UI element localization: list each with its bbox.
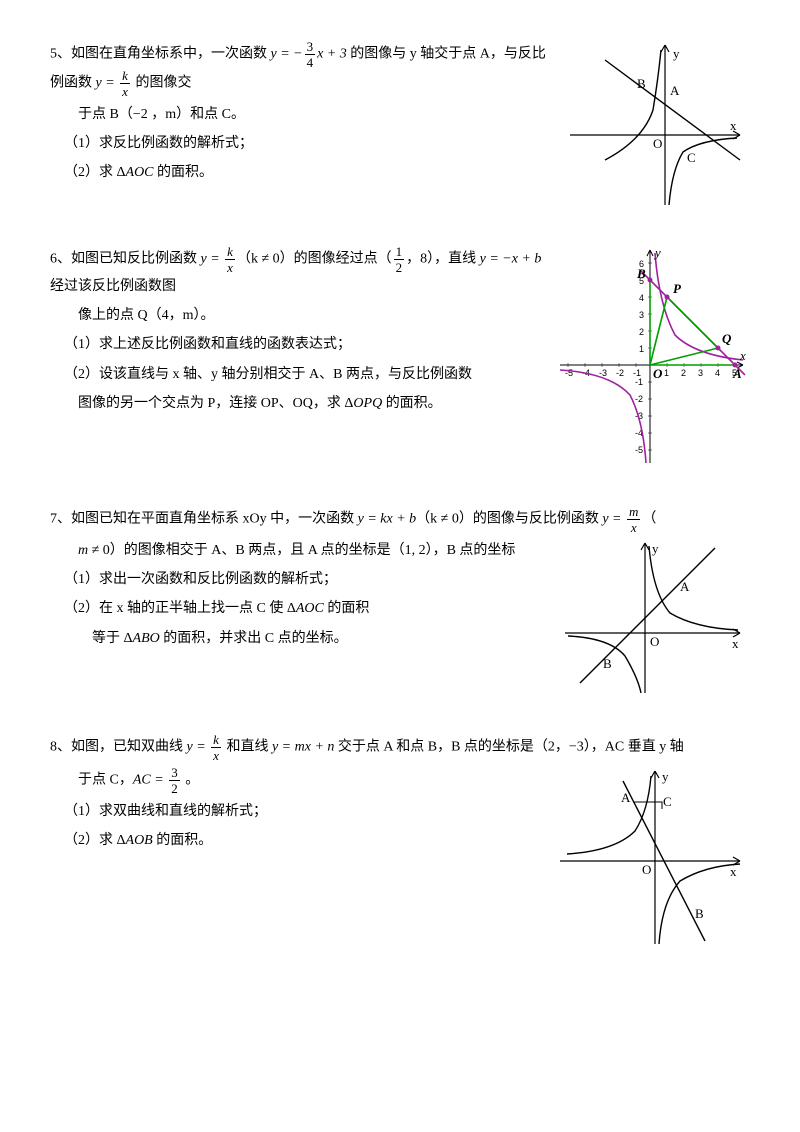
problem-8: 8、如图，已知双曲线 y = kx 和直线 y = mx + n 交于点 A 和… (50, 733, 750, 951)
problem-6: 6、如图已知反比例函数 y = kx（k ≠ 0）的图像经过点（12，8），直线… (50, 245, 750, 470)
problem-5-figure: y x O A B C (565, 40, 750, 210)
svg-text:B: B (695, 906, 704, 921)
svg-text:-2: -2 (616, 368, 624, 378)
svg-text:3: 3 (639, 310, 644, 320)
num: 6、 (50, 252, 71, 267)
problem-6-figure: -5-4-3-2-1 12345 123456 -1-2-3-4-5 (555, 245, 750, 470)
svg-text:C: C (687, 150, 696, 165)
svg-text:O: O (650, 634, 659, 649)
svg-text:B: B (637, 76, 646, 91)
problem-8-text: 于点 C，AC = 32 。 （1）求双曲线和直线的解析式； （2）求 ΔAOB… (50, 766, 555, 857)
svg-text:B: B (636, 266, 646, 281)
num: 7、 (50, 512, 71, 527)
svg-text:x: x (730, 864, 737, 879)
svg-text:O: O (653, 136, 662, 151)
svg-text:A: A (670, 83, 680, 98)
svg-text:y: y (652, 541, 659, 556)
svg-text:x: x (730, 118, 737, 133)
svg-text:-5: -5 (635, 445, 643, 455)
num: 8、 (50, 740, 71, 755)
svg-text:O: O (642, 862, 651, 877)
problem-8-figure: y x O A C B (555, 766, 750, 951)
svg-text:-2: -2 (635, 394, 643, 404)
svg-text:4: 4 (715, 368, 720, 378)
problem-5: 5、如图在直角坐标系中，一次函数 y = −34x + 3 的图像与 y 轴交于… (50, 40, 750, 210)
svg-text:4: 4 (639, 293, 644, 303)
svg-text:x: x (739, 348, 746, 363)
svg-text:A: A (732, 366, 742, 381)
svg-text:-1: -1 (635, 377, 643, 387)
problem-7-figure: y x O A B (560, 538, 750, 698)
svg-text:B: B (603, 656, 612, 671)
svg-text:Q: Q (722, 331, 732, 346)
svg-text:3: 3 (698, 368, 703, 378)
svg-text:-5: -5 (565, 368, 573, 378)
svg-text:y: y (662, 769, 669, 784)
svg-text:C: C (663, 794, 672, 809)
svg-text:1: 1 (664, 368, 669, 378)
problem-7: 7、如图已知在平面直角坐标系 xOy 中，一次函数 y = kx + b（k ≠… (50, 505, 750, 698)
problem-6-text: 6、如图已知反比例函数 y = kx（k ≠ 0）的图像经过点（12，8），直线… (50, 245, 555, 420)
problem-7-text: m ≠ 0）的图像相交于 A、B 两点，且 A 点的坐标是（1, 2），B 点的… (50, 538, 560, 655)
svg-text:1: 1 (639, 344, 644, 354)
svg-text:A: A (680, 579, 690, 594)
svg-text:x: x (732, 636, 739, 651)
svg-text:y: y (653, 245, 661, 260)
svg-text:2: 2 (639, 327, 644, 337)
svg-text:y: y (673, 46, 680, 61)
svg-text:A: A (621, 790, 631, 805)
num: 5、 (50, 47, 71, 62)
svg-text:P: P (673, 281, 682, 296)
problem-5-text: 5、如图在直角坐标系中，一次函数 y = −34x + 3 的图像与 y 轴交于… (50, 40, 565, 190)
svg-text:O: O (653, 366, 663, 381)
svg-text:2: 2 (681, 368, 686, 378)
